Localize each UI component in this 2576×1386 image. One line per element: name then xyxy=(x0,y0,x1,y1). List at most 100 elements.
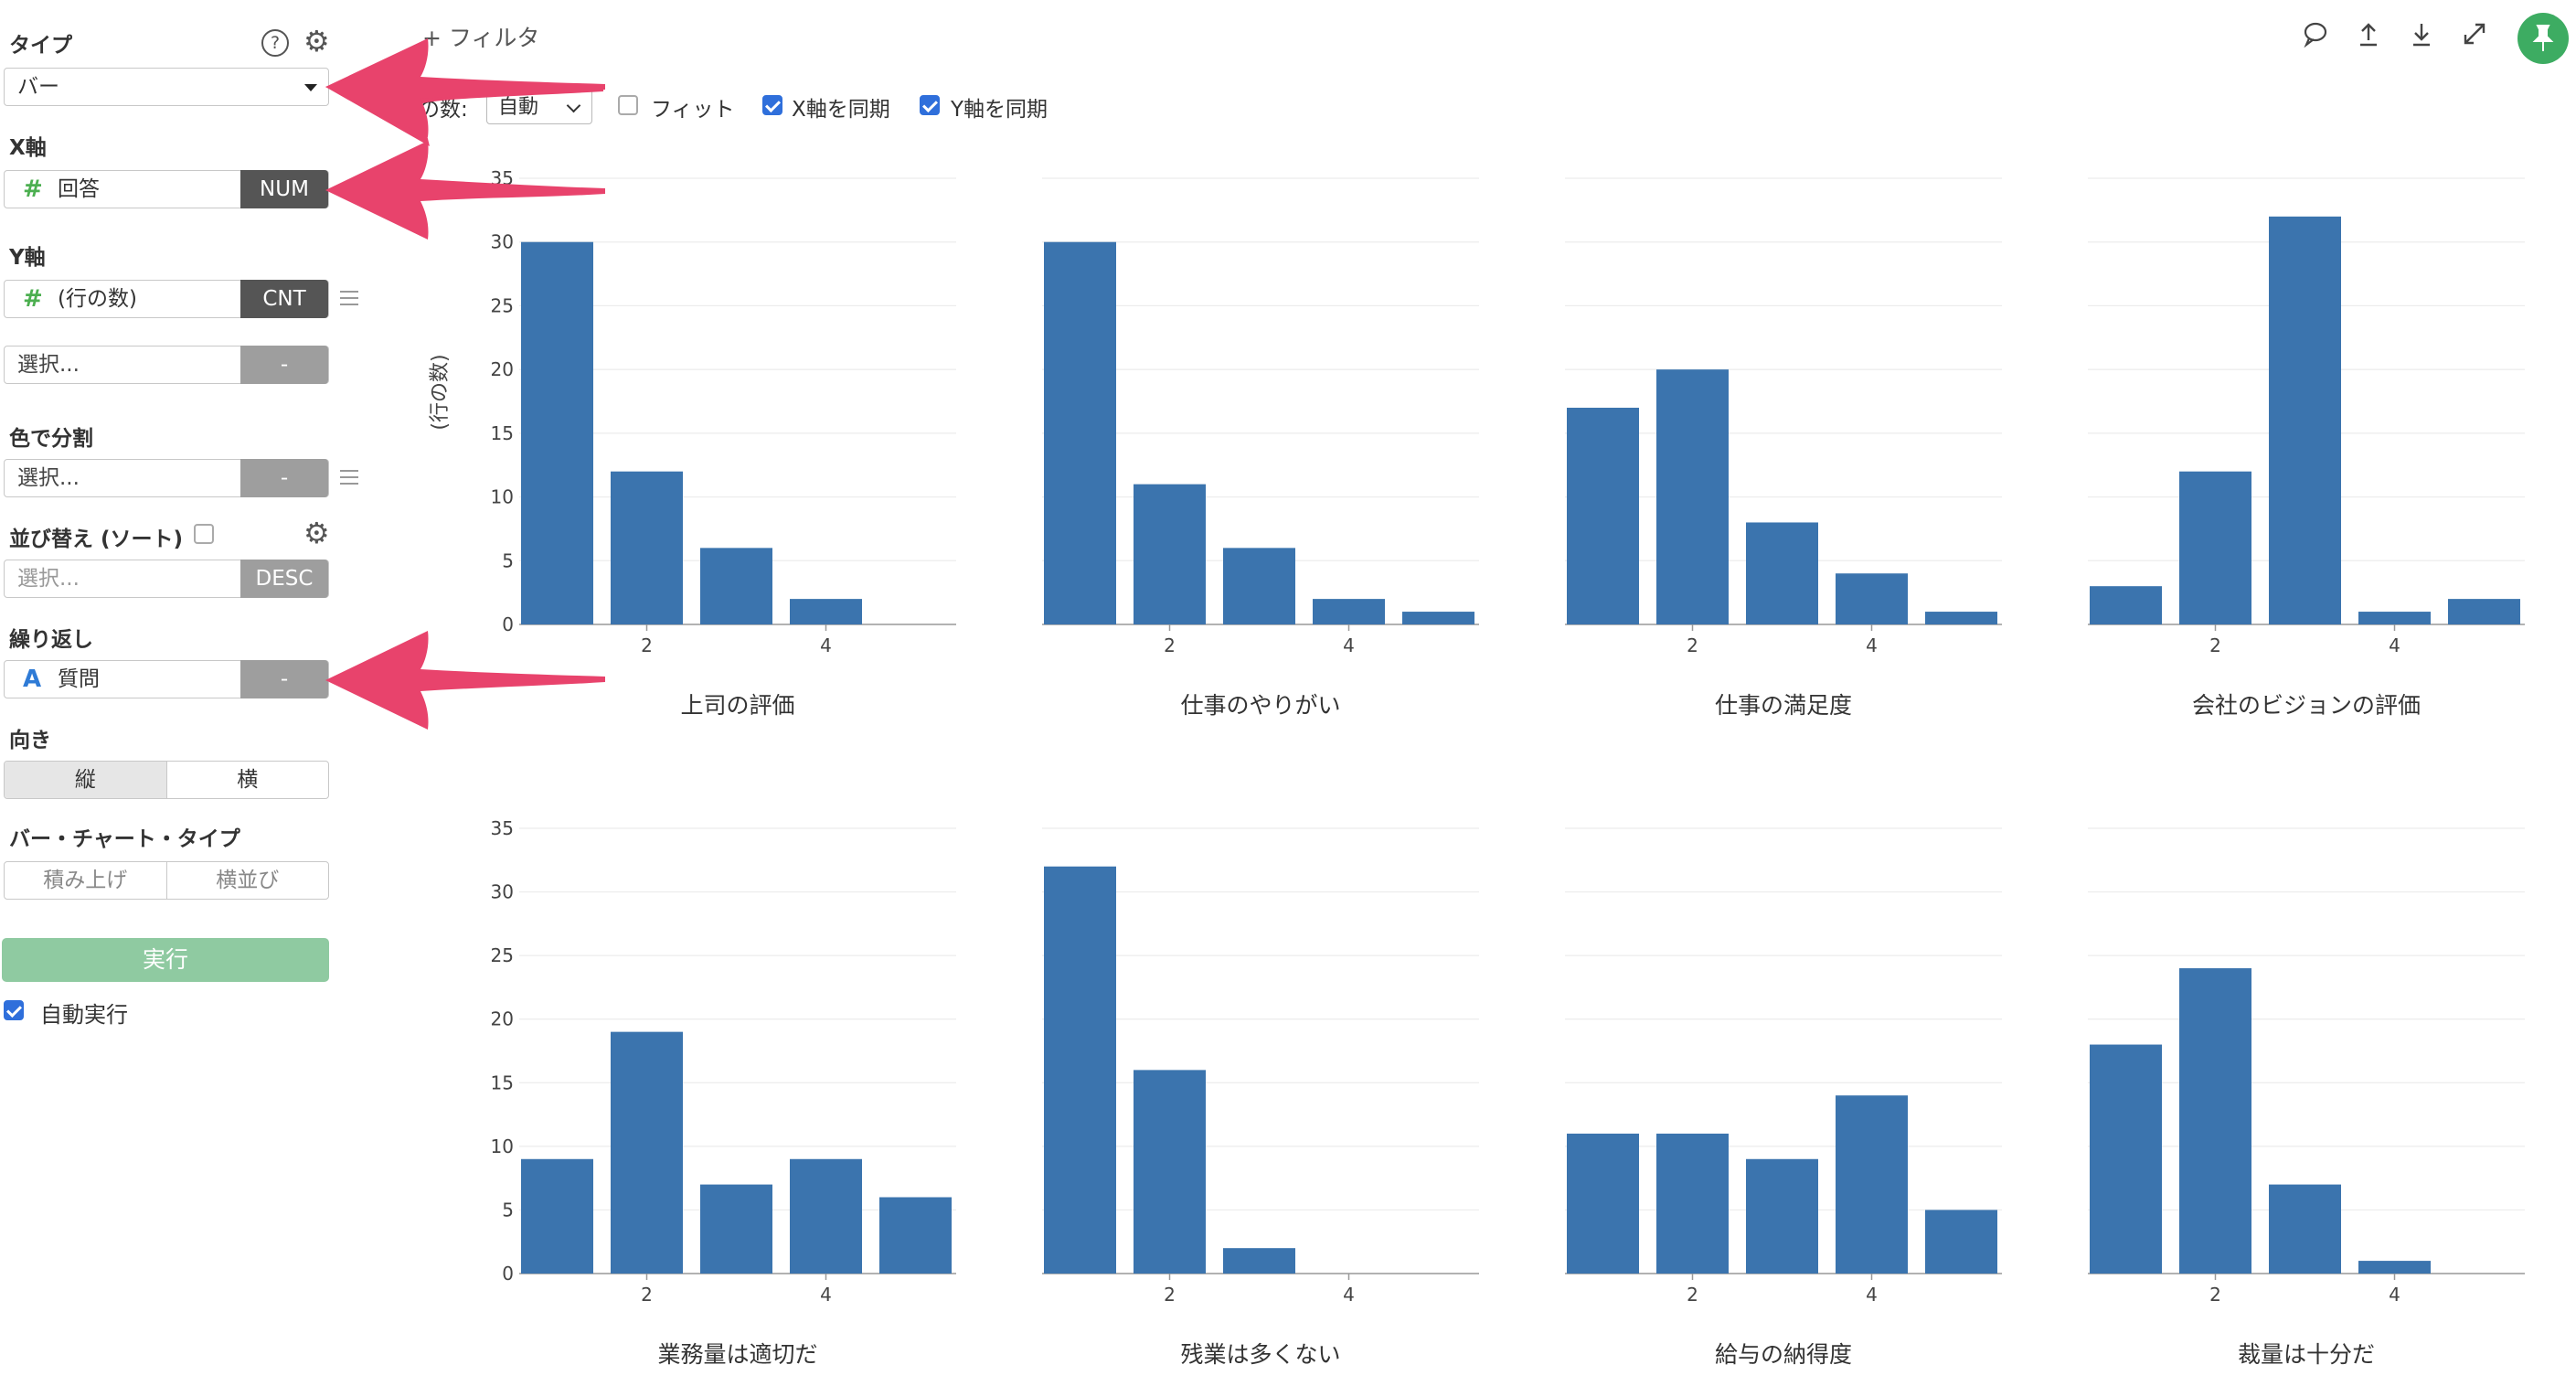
bar xyxy=(1567,407,1639,624)
x-axis-field[interactable]: # 回答 NUM xyxy=(4,170,329,208)
comment-icon[interactable] xyxy=(2302,20,2329,53)
bar xyxy=(790,1158,862,1274)
text-a-icon: A xyxy=(23,666,42,693)
y-tick-label: 25 xyxy=(491,944,514,966)
run-button[interactable]: 実行 xyxy=(2,938,329,982)
y-tick-label: 0 xyxy=(502,1263,514,1285)
y-axis-extra-field[interactable]: 選択... - xyxy=(4,346,329,384)
x-tick-label: 2 xyxy=(641,1284,653,1306)
y-tick-label: 20 xyxy=(491,1008,514,1030)
x-tick-label: 4 xyxy=(820,1284,832,1306)
chevron-down-icon xyxy=(304,84,317,91)
drag-handle-icon[interactable] xyxy=(340,291,358,310)
x-tick-label: 4 xyxy=(1866,634,1878,656)
facet-title: 仕事のやりがい xyxy=(1180,692,1340,719)
bar-chart-type-toggle: 積み上げ 横並び xyxy=(4,861,329,900)
bar xyxy=(1836,573,1908,624)
sort-placeholder: 選択... xyxy=(17,567,80,591)
x-tick-label: 4 xyxy=(2389,1284,2400,1306)
bar-chart-type-label: バー・チャート・タイプ xyxy=(9,827,240,851)
x-tick-label: 2 xyxy=(1687,1284,1698,1306)
facet-title: 残業は多くない xyxy=(1180,1341,1340,1368)
type-label: タイプ xyxy=(9,34,72,58)
bar xyxy=(2269,1184,2341,1274)
repeat-label: 繰り返し xyxy=(9,628,93,652)
fit-checkbox[interactable] xyxy=(618,95,638,115)
y-axis-aggregate-tag[interactable]: CNT xyxy=(240,280,328,318)
repeat-field[interactable]: A 質問 - xyxy=(4,660,329,698)
bar xyxy=(2179,968,2251,1274)
y-tick-label: 30 xyxy=(491,881,514,903)
color-split-label: 色で分割 xyxy=(9,427,93,451)
upload-icon[interactable] xyxy=(2355,20,2382,53)
bar xyxy=(1313,599,1385,624)
y-tick-label: 15 xyxy=(491,1071,514,1093)
x-tick-label: 4 xyxy=(1866,1284,1878,1306)
bar xyxy=(1044,866,1116,1274)
bar xyxy=(1044,241,1116,624)
bar xyxy=(2358,1261,2431,1274)
gear-icon[interactable]: ⚙ xyxy=(303,516,330,550)
auto-run-checkbox[interactable] xyxy=(4,1000,24,1020)
y-tick-label: 15 xyxy=(491,422,514,444)
bar xyxy=(1134,484,1206,624)
x-axis-type-tag[interactable]: NUM xyxy=(240,170,328,208)
sync-y-label: Y軸を同期 xyxy=(951,98,1048,122)
gear-icon[interactable]: ⚙ xyxy=(303,24,330,59)
y-tick-label: 20 xyxy=(491,358,514,380)
sort-field[interactable]: 選択... DESC xyxy=(4,560,329,598)
color-split-tag[interactable]: - xyxy=(240,459,328,497)
bar-type-stacked[interactable]: 積み上げ xyxy=(43,869,128,892)
number-hash-icon: # xyxy=(23,176,43,203)
y-tick-label: 10 xyxy=(491,486,514,508)
facet-title: 会社のビジョンの評価 xyxy=(2192,692,2421,719)
color-split-field[interactable]: 選択... - xyxy=(4,459,329,497)
chart-type-value: バー xyxy=(17,75,59,99)
x-tick-label: 4 xyxy=(1343,634,1355,656)
bar xyxy=(2269,216,2341,625)
x-tick-label: 2 xyxy=(2209,634,2221,656)
drag-handle-icon[interactable] xyxy=(340,470,358,489)
bar-type-side-by-side[interactable]: 横並び xyxy=(165,862,329,899)
bar xyxy=(2090,586,2162,624)
x-tick-label: 2 xyxy=(1164,1284,1176,1306)
fit-label: フィット xyxy=(651,98,735,122)
bar xyxy=(1402,612,1474,624)
facet-title: 上司の評価 xyxy=(680,692,794,719)
pin-icon[interactable] xyxy=(2517,13,2569,64)
x-tick-label: 4 xyxy=(2389,634,2400,656)
sync-x-checkbox[interactable] xyxy=(762,95,782,115)
auto-run-label: 自動実行 xyxy=(40,1002,128,1028)
orientation-toggle: 縦 横 xyxy=(4,761,329,799)
y-tick-label: 35 xyxy=(491,817,514,839)
question-icon[interactable]: ? xyxy=(261,29,289,57)
number-hash-icon: # xyxy=(23,285,43,313)
y-axis-field[interactable]: # (行の数) CNT xyxy=(4,280,329,318)
bar xyxy=(1746,1158,1818,1274)
bar xyxy=(1656,1133,1729,1274)
y-tick-label: 35 xyxy=(491,167,514,189)
color-split-placeholder: 選択... xyxy=(17,466,80,490)
y-tick-label: 0 xyxy=(502,613,514,635)
orientation-label: 向き xyxy=(9,729,51,752)
orientation-vertical[interactable]: 縦 xyxy=(5,762,166,798)
sync-x-label: X軸を同期 xyxy=(792,98,890,122)
bar xyxy=(1567,1133,1639,1274)
x-tick-label: 2 xyxy=(1687,634,1698,656)
facet-title: 裁量は十分だ xyxy=(2238,1341,2375,1368)
download-icon[interactable] xyxy=(2408,20,2435,53)
sync-y-checkbox[interactable] xyxy=(920,95,940,115)
repeat-tag[interactable]: - xyxy=(240,660,328,698)
orientation-horizontal[interactable]: 横 xyxy=(165,762,329,798)
x-axis-field-name: 回答 xyxy=(58,177,100,201)
sort-order-tag[interactable]: DESC xyxy=(240,560,328,598)
bar xyxy=(700,1184,772,1274)
sort-checkbox[interactable] xyxy=(194,524,214,544)
expand-icon[interactable] xyxy=(2461,20,2488,53)
y-axis-label: Y軸 xyxy=(9,246,46,270)
y-tick-label: 25 xyxy=(491,294,514,316)
sort-label: 並び替え (ソート) xyxy=(9,528,184,551)
y-axis-extra-tag[interactable]: - xyxy=(240,346,328,384)
chart-settings-panel: タイプ ? ⚙ バー X軸 # 回答 NUM Y軸 # (行の数) CNT 選択… xyxy=(0,0,358,1386)
